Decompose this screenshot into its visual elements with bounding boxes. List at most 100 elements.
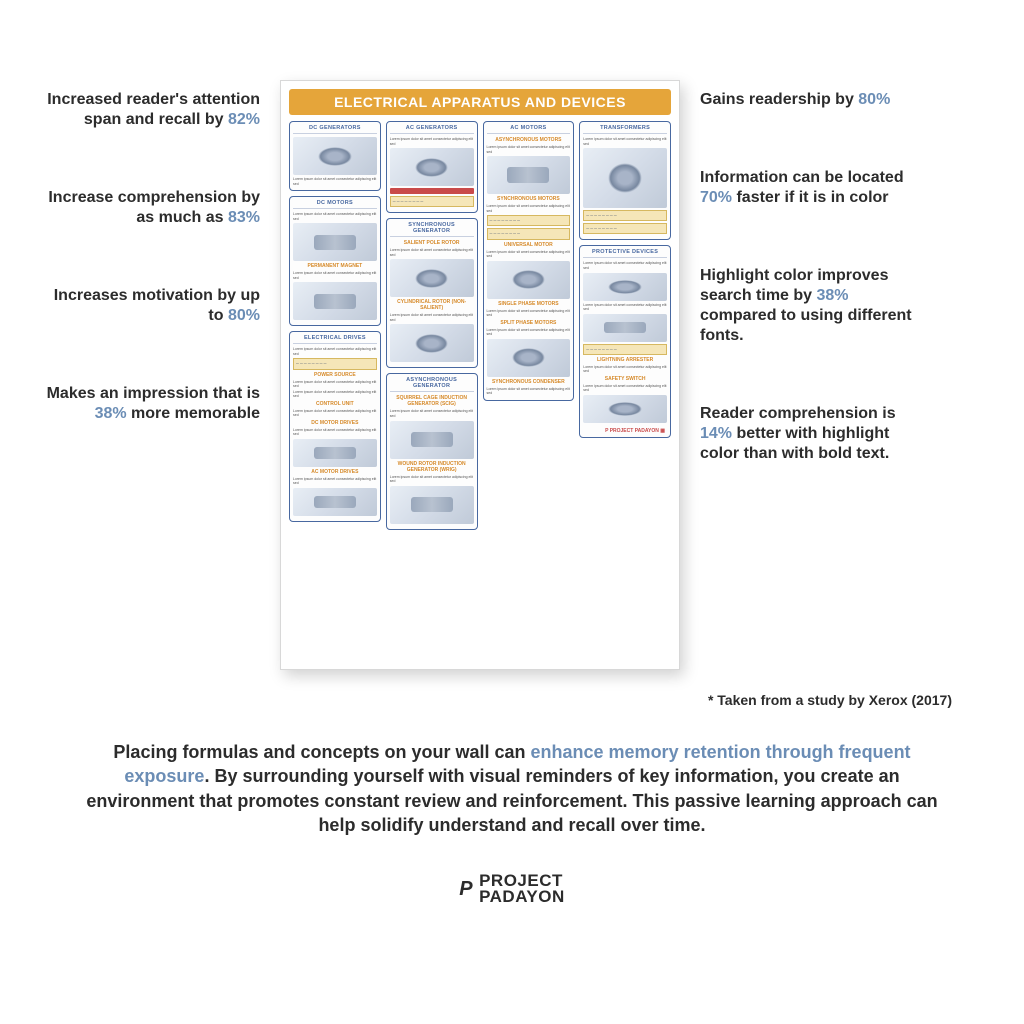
poster-wrap: ELECTRICAL APPARATUS AND DEVICES DC GENE… <box>280 80 680 670</box>
brand-logo: P PROJECT PADAYON <box>0 837 1024 905</box>
poster-block: P PROJECT PADAYON ▦ <box>583 425 667 434</box>
poster-block: ─ ─ ─ ─ ─ ─ ─ ─ <box>487 215 571 226</box>
citation: * Taken from a study by Xerox (2017) <box>0 670 1024 708</box>
benefit-right-0: Gains readership by 80% <box>700 90 920 110</box>
poster-block: WOUND ROTOR INDUCTION GENERATOR (WRIG) <box>390 461 474 473</box>
poster-block: UNIVERSAL MOTOR <box>487 242 571 248</box>
poster-block: Lorem ipsum dolor sit amet consectetur a… <box>293 390 377 399</box>
poster-block: ─ ─ ─ ─ ─ ─ ─ ─ <box>293 358 377 369</box>
poster-block: Lorem ipsum dolor sit amet consectetur a… <box>390 475 474 484</box>
poster-block: CYLINDRICAL ROTOR (NON-SALIENT) <box>390 299 474 311</box>
poster-section: SYNCHRONOUS GENERATOR SALIENT POLE ROTOR L… <box>386 218 478 368</box>
poster-section-title: DC GENERATORS <box>293 125 377 134</box>
poster-block <box>390 486 474 524</box>
poster-block: Lorem ipsum dolor sit amet consectetur a… <box>293 409 377 418</box>
poster-section-title: SYNCHRONOUS GENERATOR <box>390 222 474 237</box>
poster-block <box>293 223 377 261</box>
poster-block: ─ ─ ─ ─ ─ ─ ─ ─ <box>487 228 571 239</box>
benefit-stat: 38% <box>817 287 849 304</box>
benefit-right-3: Reader comprehension is 14% better with … <box>700 404 920 464</box>
poster-block: ─ ─ ─ ─ ─ ─ ─ ─ <box>583 344 667 355</box>
poster-block: Lorem ipsum dolor sit amet consectetur a… <box>390 137 474 146</box>
benefit-stat: 80% <box>858 91 890 108</box>
poster-block: PERMANENT MAGNET <box>293 263 377 269</box>
poster-block <box>583 314 667 342</box>
poster-section-title: ASYNCHRONOUS GENERATOR <box>390 377 474 392</box>
benefit-text: Highlight color improves search time by <box>700 267 888 304</box>
bottom-paragraph: Placing formulas and concepts on your wa… <box>0 708 1024 837</box>
poster-section: AC MOTORSASYNCHRONOUS MOTORSLorem ipsum … <box>483 121 575 401</box>
benefits-left-column: Increased reader's attention span and re… <box>40 80 260 424</box>
bottom-post: . By surrounding yourself with visual re… <box>86 766 937 835</box>
poster-block: AC MOTOR DRIVES <box>293 469 377 475</box>
poster-block <box>293 439 377 467</box>
poster-block <box>583 273 667 301</box>
poster-section: ASYNCHRONOUS GENERATOR SQUIRREL CAGE INDU… <box>386 373 478 529</box>
poster-block <box>293 282 377 320</box>
poster-block: ─ ─ ─ ─ ─ ─ ─ ─ <box>583 210 667 221</box>
benefit-left-3: Makes an impression that is 38% more mem… <box>40 384 260 424</box>
benefit-left-0: Increased reader's attention span and re… <box>40 90 260 130</box>
poster-columns: DC GENERATORS Lorem ipsum dolor sit amet … <box>289 121 671 661</box>
benefit-text: Information can be located <box>700 169 904 186</box>
bottom-pre: Placing formulas and concepts on your wa… <box>113 742 530 762</box>
benefit-stat: 80% <box>228 307 260 324</box>
poster-block <box>293 488 377 516</box>
poster-block: Lorem ipsum dolor sit amet consectetur a… <box>487 145 571 154</box>
poster-block: SINGLE PHASE MOTORS <box>487 301 571 307</box>
poster-block: ─ ─ ─ ─ ─ ─ ─ ─ <box>583 223 667 234</box>
poster-block <box>390 148 474 186</box>
poster-block: Lorem ipsum dolor sit amet consectetur a… <box>487 328 571 337</box>
benefit-stat: 83% <box>228 209 260 226</box>
benefit-text: Makes an impression that is <box>47 385 260 402</box>
poster-block: Lorem ipsum dolor sit amet consectetur a… <box>390 409 474 418</box>
benefit-text: compared to using different fonts. <box>700 307 912 344</box>
poster-section: DC MOTORSLorem ipsum dolor sit amet cons… <box>289 196 381 326</box>
poster-title: ELECTRICAL APPARATUS AND DEVICES <box>289 89 671 115</box>
poster-column: TRANSFORMERS Lorem ipsum dolor sit amet c… <box>579 121 671 661</box>
poster-column: AC GENERATORSLorem ipsum dolor sit amet … <box>386 121 478 661</box>
poster-block: SQUIRREL CAGE INDUCTION GENERATOR (SCIG) <box>390 395 474 407</box>
poster-block <box>390 324 474 362</box>
poster-block <box>487 261 571 299</box>
main-layout: Increased reader's attention span and re… <box>0 0 1024 670</box>
benefit-stat: 70% <box>700 189 732 206</box>
poster-section-title: ELECTRICAL DRIVES <box>293 335 377 344</box>
poster-block <box>487 339 571 377</box>
poster-block: Lorem ipsum dolor sit amet consectetur a… <box>487 387 571 396</box>
poster-block: SALIENT POLE ROTOR <box>390 240 474 246</box>
poster-block: Lorem ipsum dolor sit amet consectetur a… <box>293 212 377 221</box>
poster-block: Lorem ipsum dolor sit amet consectetur a… <box>390 313 474 322</box>
benefit-text: more memorable <box>127 405 260 422</box>
benefits-right-column: Gains readership by 80% Information can … <box>700 80 920 464</box>
poster-block: CONTROL UNIT <box>293 401 377 407</box>
poster-section-title: AC MOTORS <box>487 125 571 134</box>
benefit-right-2: Highlight color improves search time by … <box>700 266 920 346</box>
poster-block: Lorem ipsum dolor sit amet consectetur a… <box>487 250 571 259</box>
poster-block <box>390 259 474 297</box>
poster-section-title: TRANSFORMERS <box>583 125 667 134</box>
benefit-text: faster if it is in color <box>732 189 888 206</box>
brand-line2: PADAYON <box>479 889 565 905</box>
poster-block: Lorem ipsum dolor sit amet consectetur a… <box>583 261 667 270</box>
poster-block: DC MOTOR DRIVES <box>293 420 377 426</box>
poster-block: ─ ─ ─ ─ ─ ─ ─ ─ <box>390 196 474 207</box>
poster-block <box>583 148 667 208</box>
poster-block: SAFETY SWITCH <box>583 376 667 382</box>
poster-block: Lorem ipsum dolor sit amet consectetur a… <box>293 271 377 280</box>
poster-column: DC GENERATORS Lorem ipsum dolor sit amet … <box>289 121 381 661</box>
benefit-right-1: Information can be located 70% faster if… <box>700 168 920 208</box>
poster-block: POWER SOURCE <box>293 372 377 378</box>
poster-section: PROTECTIVE DEVICESLorem ipsum dolor sit … <box>579 245 671 438</box>
poster-block: Lorem ipsum dolor sit amet consectetur a… <box>293 177 377 186</box>
poster-block <box>583 395 667 423</box>
poster-block: Lorem ipsum dolor sit amet consectetur a… <box>583 384 667 393</box>
poster-block: Lorem ipsum dolor sit amet consectetur a… <box>487 309 571 318</box>
benefit-text: Gains readership by <box>700 91 858 108</box>
poster-block: SYNCHRONOUS CONDENSER <box>487 379 571 385</box>
poster-block <box>390 421 474 459</box>
poster-section: AC GENERATORSLorem ipsum dolor sit amet … <box>386 121 478 213</box>
poster-block: Lorem ipsum dolor sit amet consectetur a… <box>583 137 667 146</box>
poster-column: AC MOTORSASYNCHRONOUS MOTORSLorem ipsum … <box>483 121 575 661</box>
poster-block: Lorem ipsum dolor sit amet consectetur a… <box>293 428 377 437</box>
